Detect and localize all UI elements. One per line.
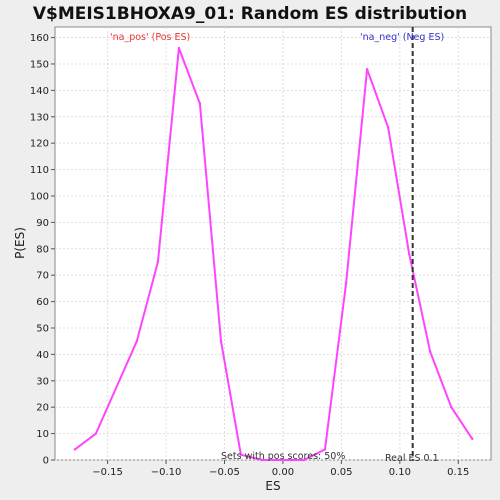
pos-es-label: 'na_pos' (Pos ES) [110,32,190,43]
data-point [73,448,77,451]
data-point [281,458,285,462]
real-es-label: Real ES 0.1 [385,453,439,464]
plot-area [54,26,492,461]
y-axis-label: P(ES) [13,227,27,259]
y-tick-label: 80 [36,244,49,255]
y-tick-label: 160 [30,33,49,44]
x-tick-label: 0.10 [389,467,411,478]
data-point [344,281,348,285]
x-tick-label: −0.05 [209,467,240,478]
x-tick-label: −0.10 [151,467,182,478]
x-tick-label: 0.15 [447,467,469,478]
x-axis: −0.15 −0.10 −0.05 0.00 0.05 0.10 0.15 [92,460,469,478]
data-point [94,432,98,435]
data-point [471,437,474,441]
y-tick-label: 0 [43,456,49,467]
data-point [198,102,202,105]
data-point [429,350,432,353]
y-tick-label: 90 [36,218,49,229]
data-point [365,68,369,71]
data-point [323,448,327,451]
y-tick-label: 130 [30,112,49,123]
y-tick-label: 30 [36,376,49,387]
grid [55,27,491,461]
y-tick-label: 10 [36,429,49,440]
y-tick-label: 40 [36,350,49,361]
y-tick-label: 50 [36,323,49,334]
y-tick-label: 100 [30,191,49,202]
series-layer [73,46,474,462]
y-tick-label: 20 [36,403,49,414]
data-point [302,458,306,462]
data-point [156,260,160,264]
y-axis: 0 10 20 30 40 50 60 70 80 90 100 110 120 130 140 150 160 [30,33,55,467]
neg-es-label: 'na_neg' (Neg ES) [360,32,444,43]
x-tick-label: −0.15 [92,467,123,478]
y-tick-label: 140 [30,86,49,97]
x-tick-label: 0.00 [272,467,294,478]
x-tick-label: 0.05 [330,467,352,478]
y-tick-label: 60 [36,297,49,308]
y-tick-label: 120 [30,139,49,150]
data-point [135,339,139,343]
data-point [177,46,181,50]
y-tick-label: 110 [30,165,49,176]
data-point [219,339,223,343]
y-tick-label: 150 [30,59,49,70]
chart-title: V$MEIS1BHOXA9_01: Random ES distribution [33,4,467,24]
data-point [260,458,264,462]
x-axis-label: ES [265,479,280,493]
y-tick-label: 70 [36,271,49,282]
data-point [407,252,411,256]
data-point [239,453,243,456]
data-point [450,405,453,409]
data-point [386,126,390,129]
sets-pos-scores-label: Sets with pos scores: 50% [221,451,345,462]
